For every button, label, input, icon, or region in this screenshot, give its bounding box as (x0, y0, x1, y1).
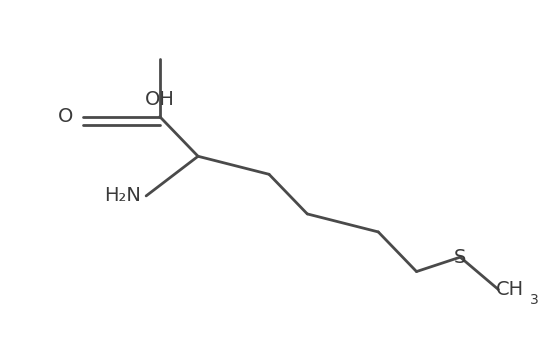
Text: CH: CH (496, 280, 524, 299)
Text: 3: 3 (530, 293, 539, 307)
Text: S: S (454, 248, 467, 267)
Text: OH: OH (145, 90, 175, 110)
Text: O: O (58, 107, 74, 126)
Text: H₂N: H₂N (104, 187, 141, 205)
